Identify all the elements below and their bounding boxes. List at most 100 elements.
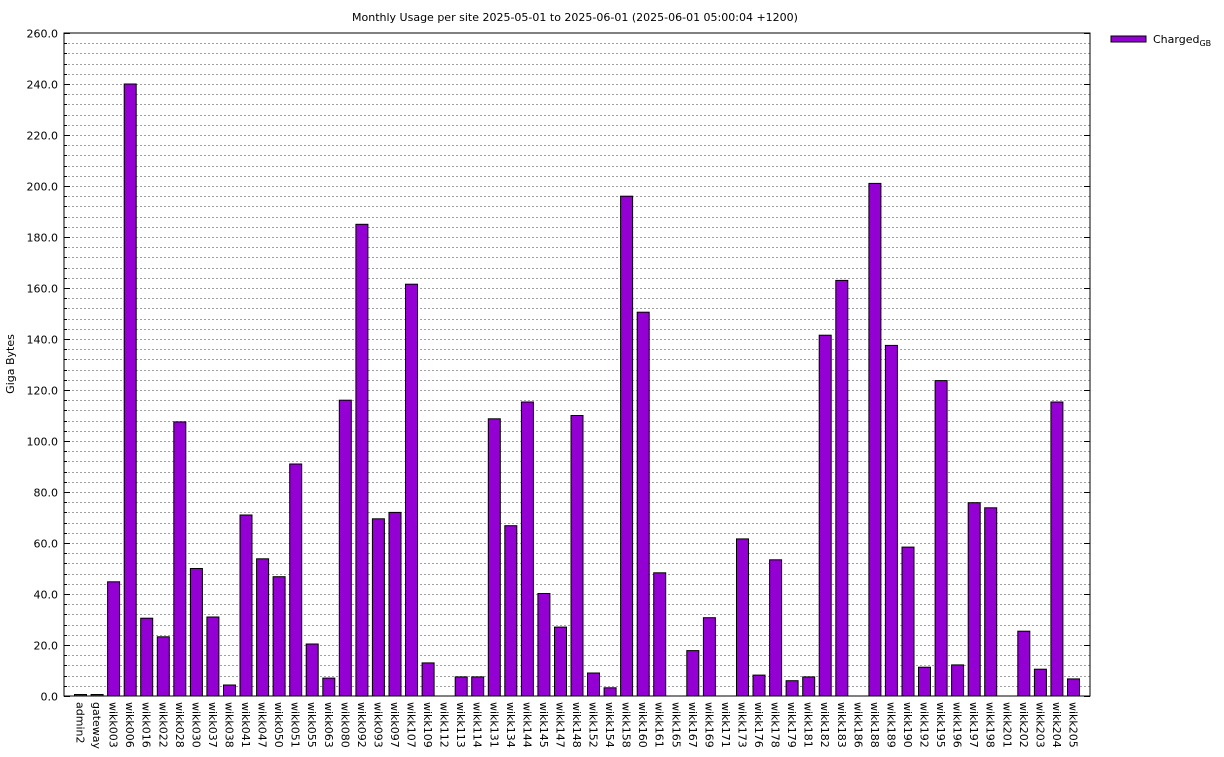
bar-wikk169 <box>702 617 716 697</box>
x-tick-label: wikk186 <box>851 702 864 748</box>
legend-label-main: Charged <box>1153 33 1199 46</box>
y-tick-label: 260.0 <box>27 28 59 41</box>
bar-wikk202 <box>1017 630 1031 697</box>
bar-wikk176 <box>752 674 766 697</box>
bar-wikk196 <box>951 664 965 697</box>
y-tick-label: 180.0 <box>27 232 59 245</box>
bar-wikk030 <box>189 568 203 697</box>
x-tick-label: wikk038 <box>223 702 236 748</box>
x-tick-label: wikk047 <box>256 702 269 748</box>
bar-wikk050 <box>272 576 286 697</box>
bar-wikk037 <box>206 616 220 697</box>
x-tick-label: wikk192 <box>918 702 931 748</box>
y-tick-label: 0.0 <box>41 691 59 704</box>
x-tick-label: wikk201 <box>1000 702 1013 748</box>
x-tick-label: wikk041 <box>239 702 252 748</box>
x-tick-label: wikk198 <box>984 702 997 748</box>
bar-wikk205 <box>1067 678 1080 697</box>
bar-wikk152 <box>587 672 600 697</box>
bar-wikk016 <box>140 617 154 697</box>
bar-wikk154 <box>603 687 617 697</box>
bar-wikk148 <box>570 415 584 697</box>
x-tick-label: wikk205 <box>1067 702 1080 748</box>
bar-wikk145 <box>537 593 551 697</box>
x-tick-label: wikk173 <box>736 702 749 748</box>
x-tick-label: wikk204 <box>1050 702 1063 748</box>
bar-wikk192 <box>918 666 931 697</box>
x-tick-label: wikk190 <box>901 702 914 748</box>
chart-title: Monthly Usage per site 2025-05-01 to 202… <box>352 11 798 24</box>
legend-swatch <box>1110 35 1147 43</box>
bar-wikk097 <box>388 511 402 697</box>
bar-wikk006 <box>123 83 137 697</box>
legend: ChargedGB <box>1110 33 1211 48</box>
y-axis: 0.0 20.0 40.0 60.0 80.0 100.0 120.0 140.0 160.0 1… <box>27 28 1090 704</box>
bar-wikk167 <box>686 650 700 697</box>
y-tick-label: 160.0 <box>27 283 59 296</box>
bar-wikk181 <box>802 676 816 697</box>
y-tick-label: 60.0 <box>34 538 59 551</box>
y-tick-label: 80.0 <box>34 487 59 500</box>
x-tick-label: wikk134 <box>504 702 517 748</box>
bar-wikk055 <box>305 643 319 697</box>
x-tick-label: wikk183 <box>835 702 848 748</box>
x-tick-label: wikk176 <box>752 702 765 748</box>
x-tick-label: wikk092 <box>355 702 368 748</box>
bar-wikk107 <box>405 283 418 697</box>
bar-wikk160 <box>636 311 650 697</box>
x-tick-label: wikk107 <box>405 702 418 748</box>
y-tick-label: 220.0 <box>27 130 59 143</box>
x-tick-label: wikk030 <box>189 702 202 748</box>
x-tick-label: wikk003 <box>107 702 120 748</box>
bar-wikk161 <box>653 572 667 697</box>
bar-wikk028 <box>173 421 187 697</box>
bar-wikk197 <box>967 502 981 697</box>
x-tick-label: wikk203 <box>1033 702 1046 748</box>
y-tick-label: 240.0 <box>27 79 59 92</box>
bar-wikk114 <box>471 676 485 697</box>
bar-wikk173 <box>736 538 749 697</box>
x-tick-label: wikk160 <box>636 702 649 748</box>
x-tick-label: wikk179 <box>785 702 798 748</box>
x-tick-label: wikk022 <box>156 702 169 748</box>
bar-wikk195 <box>934 380 948 697</box>
x-tick-label: wikk028 <box>173 702 186 748</box>
x-tick-label: wikk080 <box>338 702 351 748</box>
bar-wikk182 <box>818 334 832 697</box>
x-tick-label: wikk152 <box>587 702 600 748</box>
y-tick-label: 140.0 <box>27 334 59 347</box>
bar-wikk093 <box>371 518 385 697</box>
bar-wikk113 <box>454 676 468 697</box>
x-tick-label: wikk113 <box>454 702 467 748</box>
bar-wikk158 <box>620 195 634 697</box>
bar-wikk134 <box>504 525 518 697</box>
x-tick-label: wikk171 <box>719 702 732 748</box>
x-tick-label: wikk055 <box>305 702 318 748</box>
bar-wikk109 <box>421 662 435 697</box>
bars <box>74 83 1080 697</box>
x-tick-label: wikk169 <box>702 702 715 748</box>
x-tick-label: wikk037 <box>206 702 219 748</box>
legend-label: ChargedGB <box>1153 33 1211 48</box>
x-tick-label: wikk144 <box>520 702 533 748</box>
x-tick-label: wikk148 <box>570 702 583 748</box>
bar-wikk144 <box>520 401 534 697</box>
bar-wikk022 <box>156 636 170 697</box>
x-tick-label: wikk131 <box>487 702 500 748</box>
x-tick-label: wikk178 <box>769 702 782 748</box>
y-axis-label: Giga Bytes <box>4 334 17 394</box>
x-tick-label: wikk197 <box>967 702 980 748</box>
y-tick-label: 200.0 <box>27 181 59 194</box>
bar-wikk092 <box>355 223 369 697</box>
x-tick-label: wikk097 <box>388 702 401 748</box>
bar-wikk179 <box>785 680 799 697</box>
x-tick-label: wikk161 <box>653 702 666 748</box>
x-tick-label: wikk147 <box>554 702 567 748</box>
y-tick-label: 100.0 <box>27 436 59 449</box>
x-tick-label: admin2 <box>74 702 87 743</box>
x-tick-label: gateway <box>90 702 103 750</box>
x-tick-label: wikk167 <box>686 702 699 748</box>
x-tick-label: wikk202 <box>1017 702 1030 748</box>
x-tick-label: wikk165 <box>669 702 682 748</box>
